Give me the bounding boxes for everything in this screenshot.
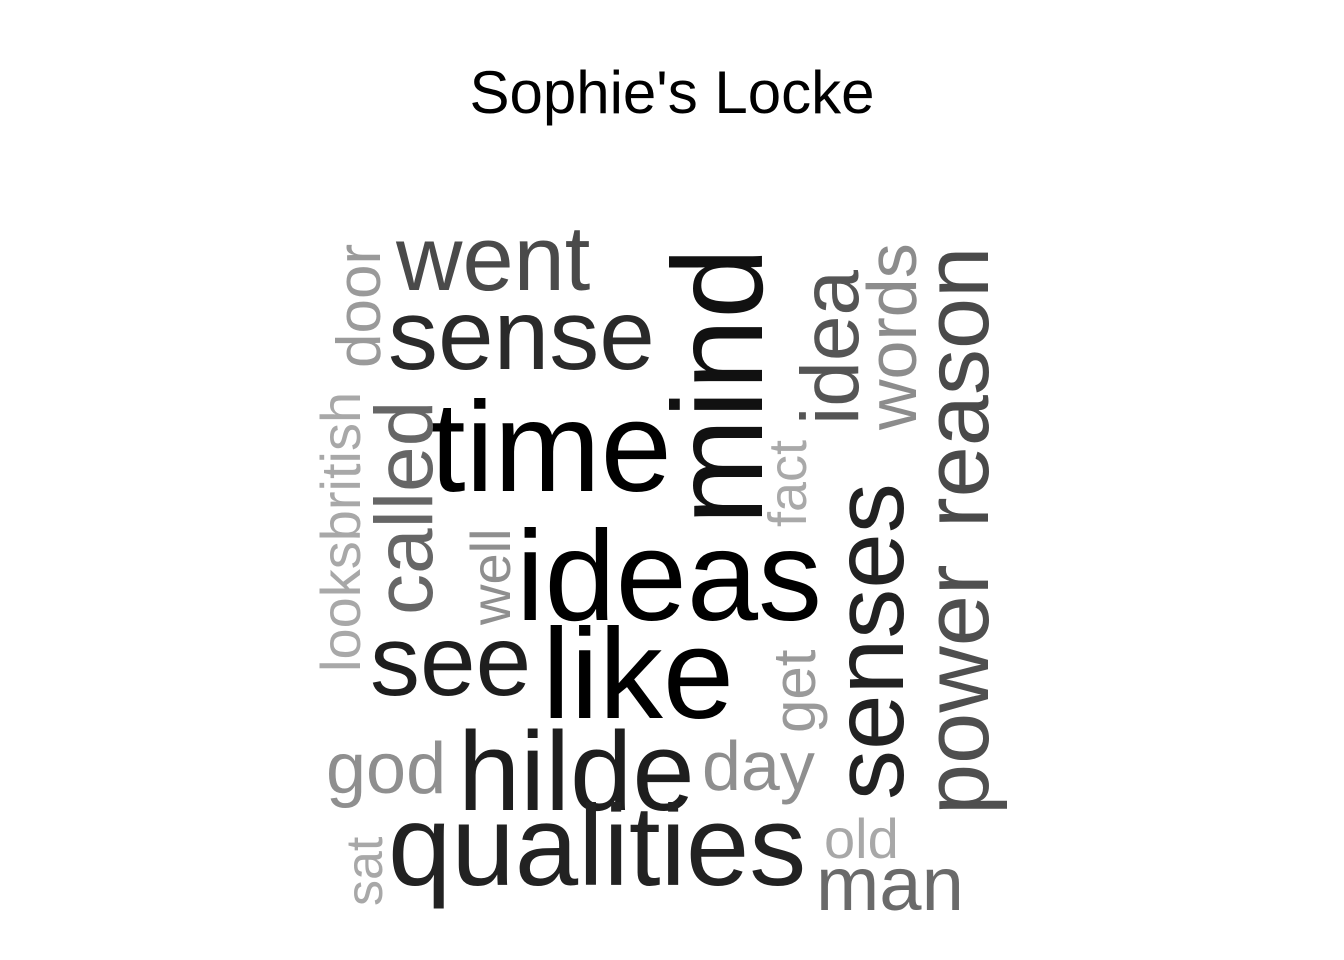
word-power: power — [906, 564, 1008, 815]
word-qualities: qualities — [388, 783, 806, 910]
word-mind: mind — [647, 248, 790, 525]
word-man: man — [816, 842, 964, 927]
word-well: well — [459, 529, 522, 626]
word-day: day — [702, 727, 815, 805]
word-senses: senses — [813, 483, 925, 800]
word-hilde: hilde — [458, 709, 695, 834]
word-god: god — [326, 729, 446, 809]
word-fact: fact — [758, 440, 818, 527]
word-went: went — [395, 208, 590, 310]
page-title: Sophie's Locke — [469, 59, 875, 126]
word-door: door — [325, 244, 394, 368]
word-called: called — [359, 401, 450, 615]
word-reason: reason — [906, 247, 1008, 528]
word-time: time — [430, 376, 672, 519]
word-old: old — [824, 807, 899, 870]
word-words: words — [853, 243, 931, 431]
word-idea: idea — [785, 270, 876, 425]
word-ideas: ideas — [516, 505, 822, 648]
word-see: see — [370, 605, 531, 717]
word-like: like — [542, 603, 734, 746]
word-sat: sat — [336, 836, 394, 906]
word-get: get — [761, 649, 828, 733]
word-looksbritish: looksbritish — [309, 392, 372, 672]
word-sense: sense — [388, 279, 655, 391]
